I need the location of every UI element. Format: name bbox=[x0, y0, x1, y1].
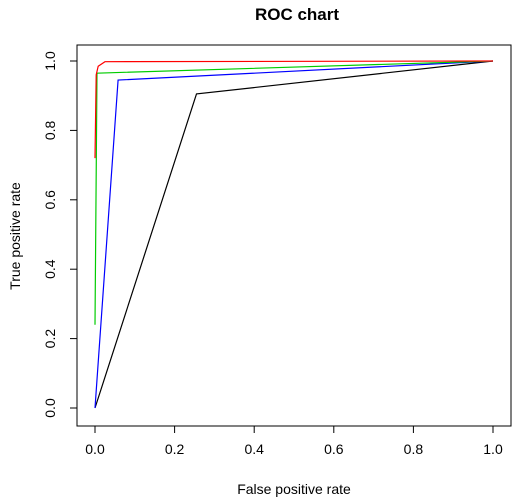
y-axis-label: True positive rate bbox=[7, 182, 23, 290]
y-tick-label: 1.0 bbox=[42, 51, 58, 71]
y-tick-label: 0.2 bbox=[42, 329, 58, 349]
series-layer bbox=[94, 60, 494, 409]
x-tick-label: 0.4 bbox=[244, 441, 264, 457]
y-tick-label: 0.8 bbox=[42, 120, 58, 140]
roc-curve-2 bbox=[94, 60, 494, 409]
x-tick-label: 0.6 bbox=[324, 441, 344, 457]
y-tick-label: 0.6 bbox=[42, 190, 58, 210]
y-axis: 0.0 0.2 0.4 0.6 0.8 1.0 bbox=[42, 51, 78, 418]
x-axis: 0.0 0.2 0.4 0.6 0.8 1.0 bbox=[85, 425, 503, 457]
x-axis-label: False positive rate bbox=[237, 481, 351, 497]
x-tick-label: 1.0 bbox=[483, 441, 503, 457]
roc-curve-3 bbox=[94, 60, 494, 325]
plot-frame bbox=[76, 44, 512, 427]
roc-curve-1 bbox=[94, 60, 494, 409]
y-tick-label: 0.0 bbox=[42, 398, 58, 418]
x-tick-label: 0.8 bbox=[404, 441, 424, 457]
roc-curve-4 bbox=[94, 60, 494, 159]
x-tick-label: 0.2 bbox=[165, 441, 185, 457]
x-tick-label: 0.0 bbox=[85, 441, 105, 457]
y-tick-label: 0.4 bbox=[42, 259, 58, 279]
chart-title: ROC chart bbox=[255, 5, 339, 24]
